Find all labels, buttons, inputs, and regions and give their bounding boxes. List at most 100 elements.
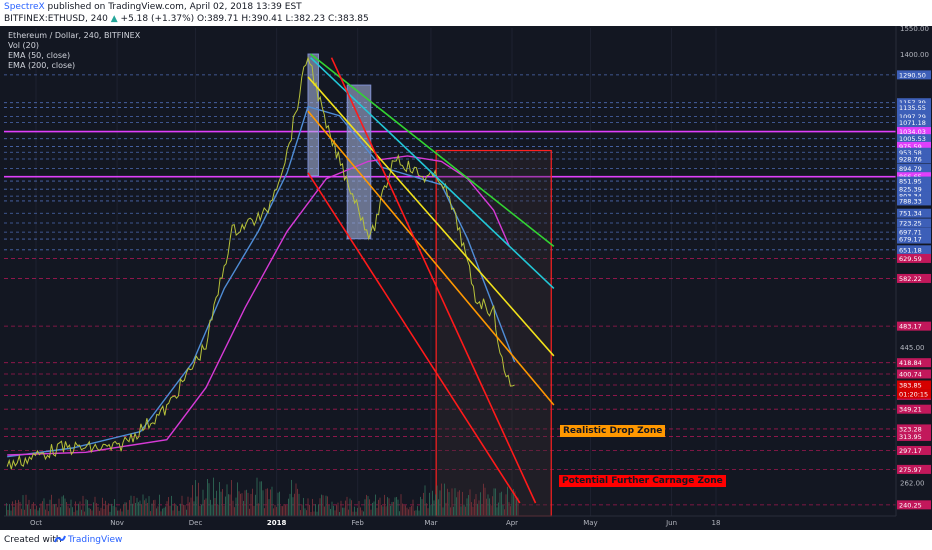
volume-bar [75, 501, 76, 516]
volume-bar [232, 500, 234, 516]
volume-bar [391, 501, 393, 516]
volume-bar [118, 510, 120, 516]
volume-bar [94, 496, 96, 516]
volume-bar [283, 504, 285, 516]
price-level-badge [897, 118, 931, 128]
volume-bar [382, 506, 384, 516]
x-tick-label: 18 [712, 519, 721, 527]
volume-bar [430, 504, 432, 516]
volume-bar [211, 504, 213, 516]
volume-bar [238, 491, 240, 516]
volume-bar [174, 503, 175, 516]
volume-bar [319, 498, 321, 516]
volume-bar [406, 507, 408, 516]
volume-bar [21, 508, 22, 516]
volume-bar [502, 505, 504, 516]
volume-bar [52, 504, 54, 516]
y-tick-label: 1550.00 [900, 26, 929, 33]
volume-bar [435, 494, 436, 516]
volume-bar [93, 502, 94, 516]
red-trend-line [330, 57, 537, 504]
red-trend-line [307, 172, 521, 504]
volume-bar [316, 511, 318, 516]
volume-bar [79, 501, 81, 516]
volume-bar [376, 507, 378, 516]
volume-bar [133, 496, 135, 516]
volume-bar [477, 503, 478, 516]
realistic-drop-zone-label: Realistic Drop Zone [560, 425, 666, 437]
volume-bar [487, 494, 489, 516]
volume-bar [64, 498, 66, 516]
volume-bar [219, 482, 220, 516]
volume-bar [379, 497, 381, 516]
volume-bar [82, 495, 84, 516]
volume-bar [364, 499, 366, 516]
volume-bar [12, 501, 13, 516]
volume-bar [88, 507, 90, 516]
volume-bar [205, 498, 207, 516]
volume-bar [138, 502, 139, 516]
volume-bar [115, 507, 117, 516]
volume-bar [285, 505, 286, 516]
volume-bar [417, 506, 418, 516]
volume-bar [100, 507, 102, 516]
price-level-badge [897, 218, 931, 228]
price-level-badge [897, 176, 931, 186]
price-level-badge [897, 134, 931, 144]
author-link[interactable]: SpectreX [4, 2, 45, 12]
price-level-badge [897, 154, 931, 164]
volume-bar [123, 504, 124, 516]
volume-bar [393, 501, 394, 516]
volume-bar [160, 511, 162, 516]
volume-bar [256, 477, 258, 516]
volume-bar [70, 499, 72, 516]
volume-bar [130, 495, 132, 516]
volume-bar [387, 497, 388, 516]
price-level-label: 400.74 [899, 370, 922, 378]
volume-bar [96, 503, 97, 516]
volume-bar [250, 493, 252, 516]
price-level-label: 851.95 [899, 178, 922, 186]
volume-bar [426, 503, 427, 516]
volume-bar [363, 511, 364, 516]
volume-bar [403, 505, 405, 516]
volume-bar [91, 510, 93, 516]
countdown-label: 01:20:15 [899, 391, 928, 399]
volume-bar [432, 490, 433, 516]
price-chart[interactable]: 1550.001400.00445.00262.001290.501157.39… [0, 26, 932, 530]
volume-bar [433, 500, 435, 516]
price-level-badge [897, 369, 931, 379]
volume-bar [124, 502, 126, 516]
price-level-badge [897, 424, 931, 434]
volume-bar [159, 494, 160, 516]
volume-bar [436, 485, 438, 516]
volume-bar [222, 489, 223, 516]
volume-bar [409, 507, 411, 516]
volume-bar [345, 500, 346, 516]
volume-bar [186, 509, 187, 516]
price-level-badge [897, 98, 931, 108]
legend-ema50: EMA (50, close) [8, 51, 71, 60]
price-level-label: 297.17 [899, 447, 922, 455]
volume-bar [58, 498, 60, 516]
volume-bar [235, 497, 237, 516]
volume-bar [45, 509, 46, 516]
x-tick-label: Feb [351, 519, 364, 527]
chart-legend: Ethereum / Dollar, 240, BITFINEX Vol (20… [8, 31, 140, 71]
volume-bar [27, 504, 28, 516]
volume-bar [189, 502, 190, 516]
volume-bar [136, 497, 138, 516]
price-level-label: 349.21 [899, 406, 922, 414]
price-level-label: 275.97 [899, 466, 922, 474]
volume-bar [352, 511, 354, 516]
volume-bar [10, 510, 12, 516]
volume-bar [307, 498, 309, 516]
volume-bar [255, 494, 256, 516]
price-level-badge [897, 127, 931, 137]
volume-bar [451, 488, 453, 516]
tradingview-link[interactable]: TradingView [68, 535, 123, 545]
symbol-name: BITFINEX:ETHUSD, 240 [4, 14, 108, 24]
volume-bar [402, 503, 403, 516]
price-level-badge [897, 164, 931, 174]
volume-bar [444, 483, 445, 516]
